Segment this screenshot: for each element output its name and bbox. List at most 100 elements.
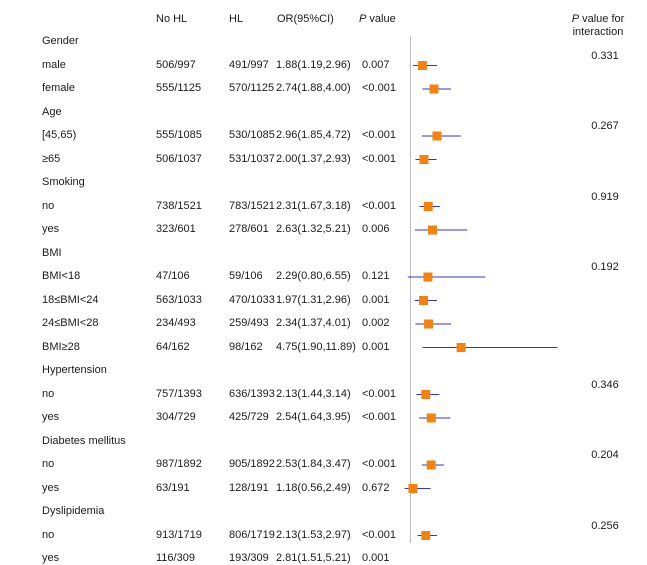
hl-count: 425/729 xyxy=(229,411,269,423)
hl-count: 530/1085 xyxy=(229,129,275,141)
p-value: 0.006 xyxy=(362,223,390,235)
subgroup-label: female xyxy=(42,82,76,94)
header-hl: HL xyxy=(229,13,244,25)
or-marker xyxy=(408,484,418,493)
group-label: Age xyxy=(42,105,62,118)
p-value: 0.002 xyxy=(362,317,390,329)
header-p-interaction: P value for interaction xyxy=(553,13,643,39)
p-value: <0.001 xyxy=(362,152,396,165)
subgroup-label: BMI<18 xyxy=(42,270,81,282)
header-p-value: P value xyxy=(359,13,396,25)
or-ci-text: 2.53(1.84,3.47) xyxy=(276,458,351,470)
p-value: <0.001 xyxy=(362,458,396,470)
or-marker xyxy=(421,390,431,399)
or-marker xyxy=(428,225,438,235)
or-ci-text: 2.13(1.44,3.14) xyxy=(276,387,351,400)
subgroup-label: yes xyxy=(42,552,60,564)
subgroup-label: yes xyxy=(42,223,60,235)
or-ci-text: 2.00(1.37,2.93) xyxy=(276,152,351,165)
or-marker xyxy=(426,460,436,470)
p-value: <0.001 xyxy=(362,387,396,400)
p-value: 0.121 xyxy=(362,270,390,282)
hl-count: 98/162 xyxy=(229,340,263,353)
forest-plot-svg: 012 xyxy=(404,36,558,543)
p-interaction-value: 0.256 xyxy=(591,519,619,532)
hl-count: 259/493 xyxy=(229,317,269,329)
no-hl-count: 63/191 xyxy=(156,481,190,494)
subgroup-label: [45,65) xyxy=(42,129,77,141)
subgroup-label: BMI≥28 xyxy=(42,340,80,353)
or-ci-text: 2.13(1.53,2.97) xyxy=(276,528,351,541)
subgroup-label: no xyxy=(42,528,55,541)
header-no-hl: No HL xyxy=(156,13,188,25)
subgroup-label: 24≤BMI<28 xyxy=(42,317,99,329)
no-hl-count: 555/1085 xyxy=(156,129,202,141)
hl-count: 128/191 xyxy=(229,481,269,494)
or-ci-text: 2.54(1.64,3.95) xyxy=(276,411,351,423)
hl-count: 491/997 xyxy=(229,58,269,71)
header-pint-line1: P value for xyxy=(553,13,643,26)
p-interaction-value: 0.919 xyxy=(591,190,619,203)
hl-count: 278/601 xyxy=(229,223,269,235)
hl-count: 570/1125 xyxy=(229,82,275,94)
forest-plot-figure: No HL HL OR(95%CI) P value P value for i… xyxy=(42,13,643,564)
or-ci-text: 2.31(1.67,3.18) xyxy=(276,199,351,212)
header-pint-line2: interaction xyxy=(572,26,624,38)
or-marker xyxy=(426,413,436,423)
p-value: <0.001 xyxy=(362,82,396,94)
no-hl-count: 563/1033 xyxy=(156,293,202,306)
header-p-rest: value xyxy=(366,13,396,25)
hl-count: 193/309 xyxy=(229,552,269,564)
group-label: Dyslipidemia xyxy=(42,505,105,517)
or-ci-text: 2.34(1.37,4.01) xyxy=(276,317,351,329)
hl-count: 806/1719 xyxy=(229,528,275,541)
header-pint-line1-rest: value for xyxy=(579,13,625,25)
or-marker xyxy=(419,296,429,305)
group-label: BMI xyxy=(42,246,62,259)
or-marker xyxy=(417,61,427,70)
p-interaction-value: 0.267 xyxy=(591,120,619,132)
no-hl-count: 47/106 xyxy=(156,270,190,282)
or-ci-text: 1.18(0.56,2.49) xyxy=(276,481,351,494)
hl-count: 905/1892 xyxy=(229,458,275,470)
or-marker xyxy=(423,272,433,282)
no-hl-count: 757/1393 xyxy=(156,387,202,400)
subgroup-label: ≥65 xyxy=(42,152,61,165)
p-value: 0.001 xyxy=(362,293,390,306)
no-hl-count: 738/1521 xyxy=(156,199,202,212)
p-value: <0.001 xyxy=(362,129,396,141)
or-marker xyxy=(456,343,466,352)
subgroup-label: yes xyxy=(42,411,60,423)
subgroup-label: 18≤BMI<24 xyxy=(42,293,99,306)
no-hl-count: 555/1125 xyxy=(156,82,202,94)
header-p-italic: P xyxy=(359,13,367,25)
or-marker xyxy=(424,319,434,329)
hl-count: 531/1037 xyxy=(229,152,275,165)
or-marker xyxy=(429,84,439,94)
or-marker xyxy=(432,131,442,141)
no-hl-count: 234/493 xyxy=(156,317,196,329)
no-hl-count: 506/997 xyxy=(156,58,196,71)
or-ci-text: 4.75(1.90,11.89) xyxy=(276,340,356,353)
p-value: 0.001 xyxy=(362,340,390,353)
subgroup-label: no xyxy=(42,199,55,212)
hl-count: 636/1393 xyxy=(229,387,275,400)
no-hl-count: 913/1719 xyxy=(156,528,202,541)
hl-count: 470/1033 xyxy=(229,293,275,306)
p-value: <0.001 xyxy=(362,528,396,541)
p-value: <0.001 xyxy=(362,411,396,423)
p-value: 0.672 xyxy=(362,481,390,494)
or-marker xyxy=(423,202,433,211)
or-marker xyxy=(419,155,429,164)
no-hl-count: 116/309 xyxy=(156,552,195,564)
or-ci-text: 1.97(1.31,2.96) xyxy=(276,293,351,306)
header-or: OR(95%CI) xyxy=(277,13,334,25)
subgroup-label: no xyxy=(42,387,55,400)
subgroup-label: no xyxy=(42,458,55,470)
p-interaction-value: 0.204 xyxy=(591,449,619,461)
or-ci-text: 2.74(1.88,4.00) xyxy=(276,82,351,94)
or-ci-text: 1.88(1.19,2.96) xyxy=(276,58,351,71)
or-marker xyxy=(421,531,431,540)
p-value: 0.001 xyxy=(362,552,390,564)
subgroup-label: male xyxy=(42,58,66,71)
